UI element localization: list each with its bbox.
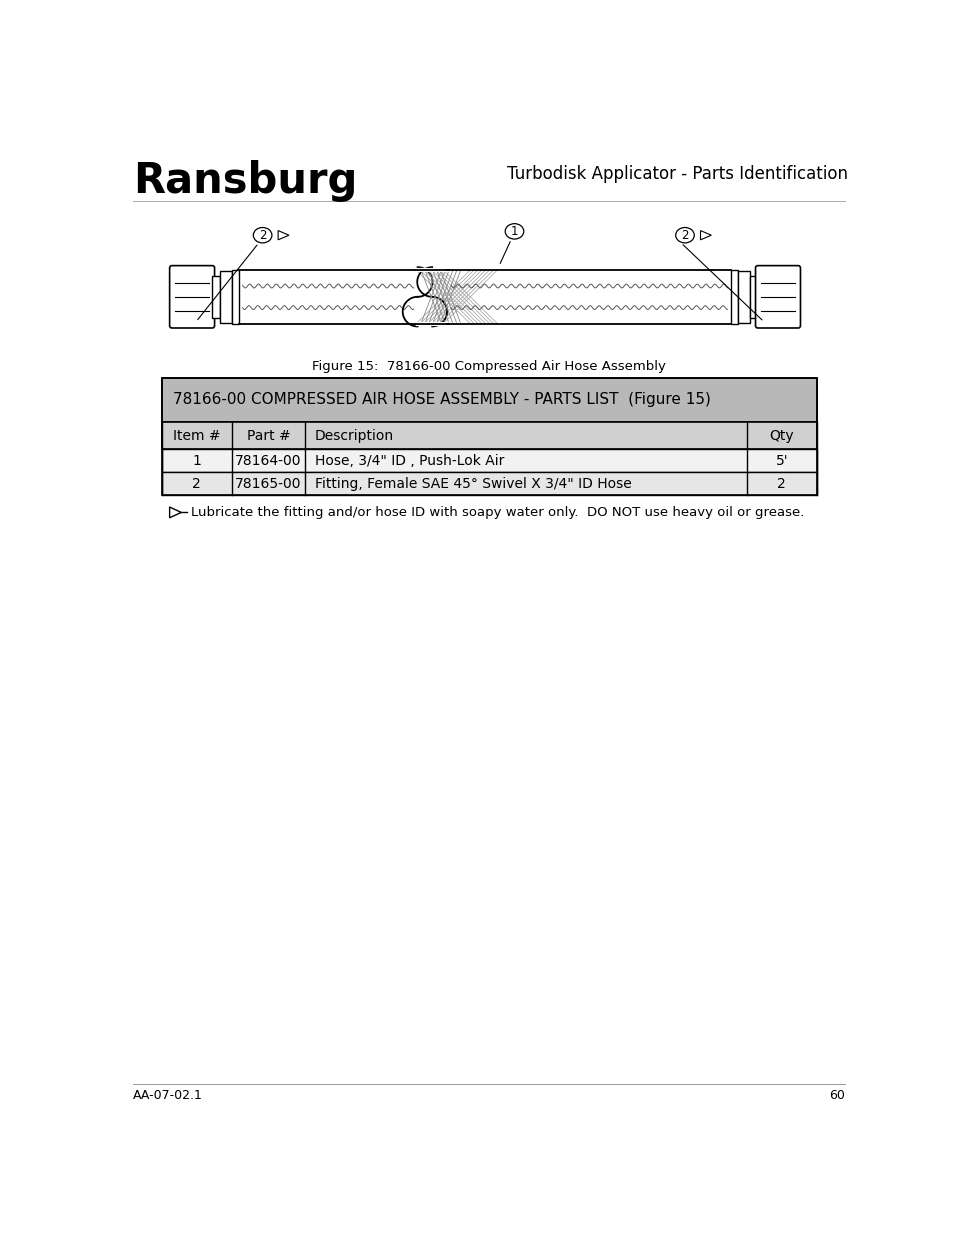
Text: Description: Description <box>314 429 394 443</box>
Text: 2: 2 <box>193 477 201 492</box>
Text: Ransburg: Ransburg <box>133 159 357 201</box>
Text: Turbodisk Applicator - Parts Identification: Turbodisk Applicator - Parts Identificat… <box>506 165 847 183</box>
Text: 78165-00: 78165-00 <box>235 477 301 492</box>
FancyBboxPatch shape <box>170 266 214 329</box>
Bar <box>162 450 816 472</box>
Text: 78164-00: 78164-00 <box>235 453 301 468</box>
Bar <box>418 270 443 324</box>
Text: Lubricate the fitting and/or hose ID with soapy water only.  DO NOT use heavy oi: Lubricate the fitting and/or hose ID wit… <box>192 506 804 519</box>
Text: Figure 15:  78166-00 Compressed Air Hose Assembly: Figure 15: 78166-00 Compressed Air Hose … <box>312 359 665 373</box>
Ellipse shape <box>253 227 272 243</box>
Text: 5': 5' <box>775 453 787 468</box>
Text: 2: 2 <box>258 228 266 242</box>
Bar <box>731 270 737 324</box>
Bar <box>233 270 238 324</box>
Text: Hose, 3/4" ID , Push-Lok Air: Hose, 3/4" ID , Push-Lok Air <box>314 453 503 468</box>
Text: Part #: Part # <box>246 429 290 443</box>
Polygon shape <box>278 231 289 240</box>
Bar <box>162 422 816 450</box>
Bar <box>737 270 749 324</box>
Bar <box>220 270 233 324</box>
Polygon shape <box>700 231 711 240</box>
Text: Fitting, Female SAE 45° Swivel X 3/4" ID Hose: Fitting, Female SAE 45° Swivel X 3/4" ID… <box>314 477 631 492</box>
Text: 2: 2 <box>777 477 785 492</box>
Bar <box>416 270 447 324</box>
Ellipse shape <box>675 227 694 243</box>
Bar <box>162 472 816 495</box>
Bar <box>749 275 757 317</box>
Text: Item #: Item # <box>172 429 220 443</box>
Text: 1: 1 <box>193 453 201 468</box>
FancyBboxPatch shape <box>755 266 800 329</box>
Text: 2: 2 <box>680 228 688 242</box>
Text: 1: 1 <box>510 225 517 238</box>
Bar <box>212 275 220 317</box>
Polygon shape <box>170 508 181 517</box>
Text: AA-07-02.1: AA-07-02.1 <box>133 1089 203 1102</box>
Text: 60: 60 <box>828 1089 843 1102</box>
Text: 78166-00 COMPRESSED AIR HOSE ASSEMBLY - PARTS LIST  (Figure 15): 78166-00 COMPRESSED AIR HOSE ASSEMBLY - … <box>172 393 710 408</box>
Text: Qty: Qty <box>769 429 793 443</box>
Bar <box>162 378 816 495</box>
Bar <box>162 378 816 422</box>
Ellipse shape <box>505 224 523 240</box>
